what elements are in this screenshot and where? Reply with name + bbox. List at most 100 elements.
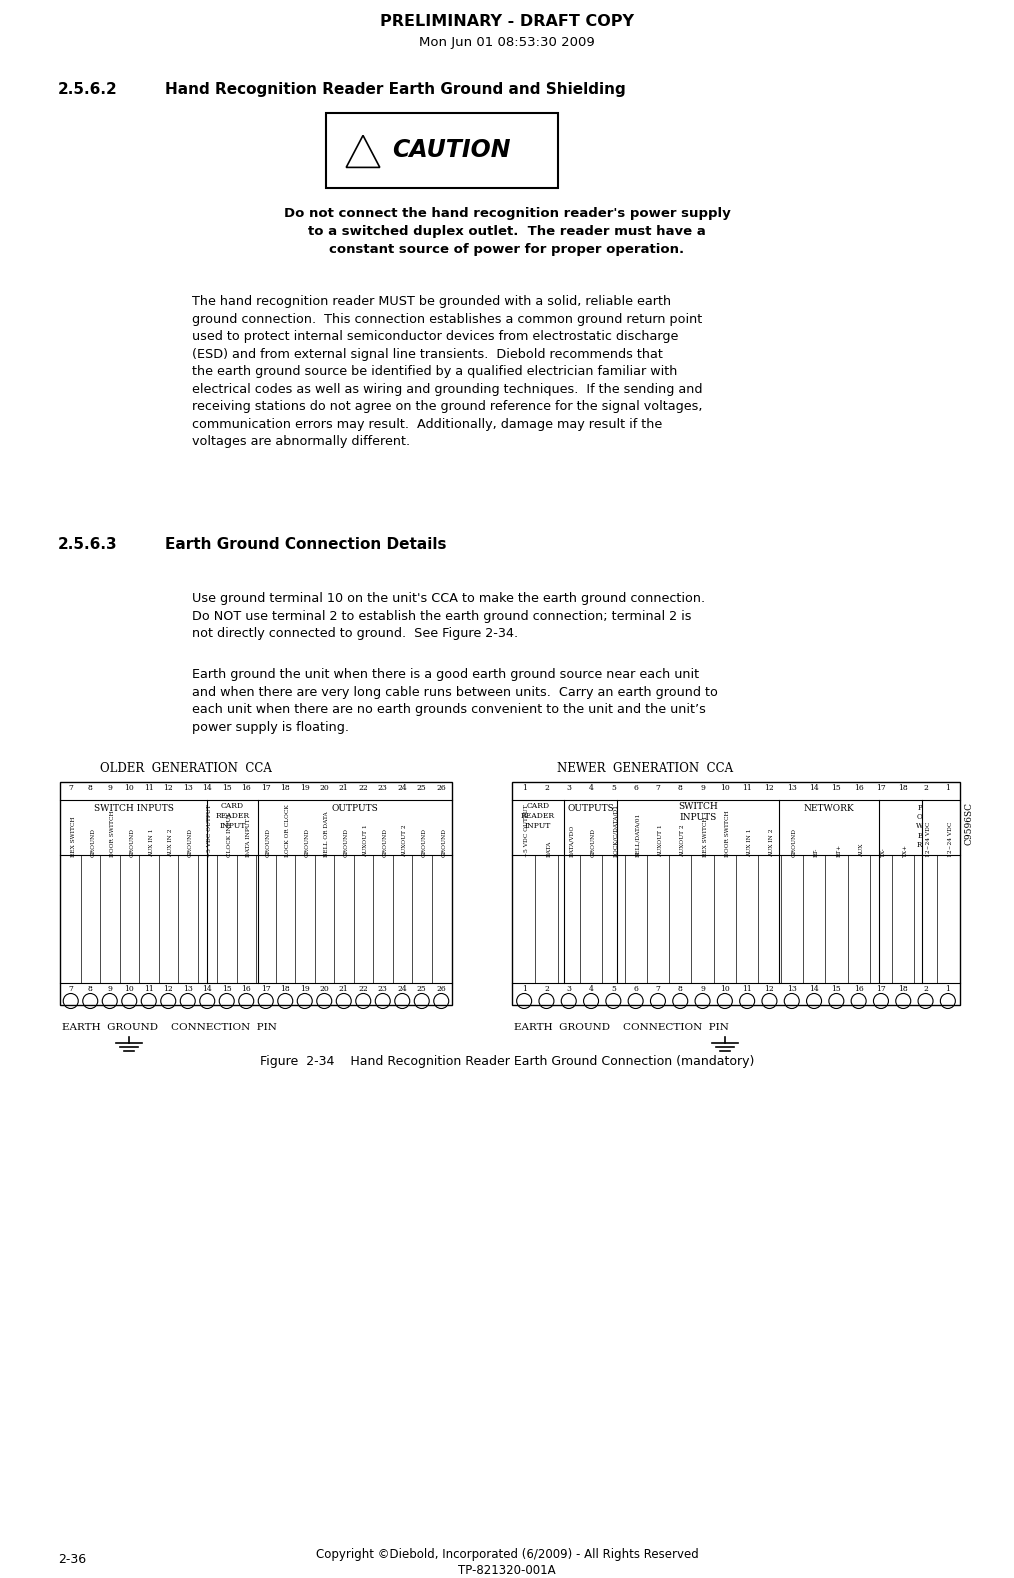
Text: 8: 8 [88, 985, 92, 993]
Text: TP-821320-001A: TP-821320-001A [458, 1564, 556, 1576]
Text: REX SWITCH: REX SWITCH [71, 816, 76, 857]
Text: 11: 11 [144, 985, 154, 993]
Text: OLDER  GENERATION  CCA: OLDER GENERATION CCA [100, 762, 272, 775]
Text: LOCK/C/DATA/D1: LOCK/C/DATA/D1 [613, 803, 619, 857]
Text: NETWORK: NETWORK [803, 805, 855, 813]
Text: 18: 18 [281, 784, 290, 792]
Text: 8: 8 [677, 784, 682, 792]
Text: OUTPUTS: OUTPUTS [567, 805, 613, 813]
Text: AUXOUT 2: AUXOUT 2 [403, 824, 408, 857]
Text: GROUND: GROUND [441, 828, 446, 857]
Text: 2-36: 2-36 [58, 1553, 86, 1565]
Text: 9: 9 [700, 784, 705, 792]
Text: 21: 21 [339, 985, 349, 993]
Text: RT+: RT+ [837, 844, 842, 857]
Text: 15: 15 [222, 985, 231, 993]
Text: DATA/VDO: DATA/VDO [569, 825, 574, 857]
Text: GROUND: GROUND [422, 828, 427, 857]
Text: 7: 7 [655, 784, 660, 792]
Text: EARTH  GROUND    CONNECTION  PIN: EARTH GROUND CONNECTION PIN [514, 1023, 729, 1032]
Text: CARD
READER
INPUT: CARD READER INPUT [521, 802, 555, 830]
Text: 9: 9 [107, 985, 113, 993]
Text: AUXOUT 1: AUXOUT 1 [363, 824, 368, 857]
Text: 12~24 VDC: 12~24 VDC [926, 822, 931, 857]
Text: 16: 16 [854, 784, 864, 792]
Text: 25: 25 [417, 784, 427, 792]
Text: 15: 15 [831, 985, 842, 993]
Text: DATA INPUT: DATA INPUT [246, 819, 251, 857]
Text: GROUND: GROUND [591, 828, 596, 857]
Text: CAUTION: CAUTION [392, 137, 510, 163]
Text: GROUND: GROUND [305, 828, 309, 857]
Text: AUX IN 2: AUX IN 2 [770, 828, 775, 857]
Text: DOOR SWITCH: DOOR SWITCH [725, 811, 730, 857]
Text: 13: 13 [787, 985, 797, 993]
Text: 5: 5 [610, 784, 615, 792]
Text: 1: 1 [522, 985, 526, 993]
Text: BELL/DATA/01: BELL/DATA/01 [636, 813, 641, 857]
Text: 15: 15 [831, 784, 842, 792]
Text: CLOCK INPUT: CLOCK INPUT [227, 813, 232, 857]
Bar [60, 783, 452, 1005]
Text: +5 VDC OUTPUT: +5 VDC OUTPUT [207, 805, 212, 857]
Polygon shape [346, 136, 380, 167]
Text: 13: 13 [787, 784, 797, 792]
Text: 20: 20 [319, 784, 330, 792]
Text: DOOR SWITCH: DOOR SWITCH [110, 811, 115, 857]
Text: AUXOUT 1: AUXOUT 1 [658, 824, 663, 857]
Text: 7: 7 [68, 784, 73, 792]
Text: GROUND: GROUND [90, 828, 95, 857]
Text: GROUND: GROUND [344, 828, 349, 857]
Text: The hand recognition reader MUST be grounded with a solid, reliable earth
ground: The hand recognition reader MUST be grou… [192, 295, 703, 448]
Text: 5: 5 [610, 985, 615, 993]
Text: 9: 9 [700, 985, 705, 993]
Text: 15: 15 [222, 784, 231, 792]
Text: 11: 11 [742, 784, 752, 792]
Text: 10: 10 [125, 985, 134, 993]
Text: AUX IN 2: AUX IN 2 [168, 828, 173, 857]
Text: 12~24 VDC: 12~24 VDC [948, 822, 953, 857]
Text: 10: 10 [720, 985, 730, 993]
Text: 25: 25 [417, 985, 427, 993]
Text: 24: 24 [397, 784, 408, 792]
Text: 24: 24 [397, 985, 408, 993]
Text: Copyright ©Diebold, Incorporated (6/2009) - All Rights Reserved: Copyright ©Diebold, Incorporated (6/2009… [315, 1548, 699, 1561]
Text: 19: 19 [300, 784, 309, 792]
Text: DATA: DATA [547, 841, 552, 857]
Text: 11: 11 [144, 784, 154, 792]
Text: GROUND: GROUND [382, 828, 387, 857]
Text: GROUND: GROUND [266, 828, 271, 857]
Text: 1: 1 [945, 784, 950, 792]
Text: Do not connect the hand recognition reader's power supply
to a switched duplex o: Do not connect the hand recognition read… [284, 207, 730, 256]
Text: 16: 16 [241, 985, 251, 993]
Text: 8: 8 [88, 784, 92, 792]
Text: 14: 14 [809, 985, 819, 993]
Text: BELL OR DATA: BELL OR DATA [324, 811, 330, 857]
Text: Use ground terminal 10 on the unit's CCA to make the earth ground connection.
Do: Use ground terminal 10 on the unit's CCA… [192, 592, 705, 641]
Text: !: ! [361, 156, 365, 167]
Text: 14: 14 [203, 985, 212, 993]
Text: 17: 17 [876, 985, 886, 993]
Text: EARTH  GROUND    CONNECTION  PIN: EARTH GROUND CONNECTION PIN [62, 1023, 277, 1032]
Text: 23: 23 [378, 784, 387, 792]
Text: 2: 2 [923, 985, 928, 993]
Text: GROUND: GROUND [188, 828, 193, 857]
Text: 2.5.6.3: 2.5.6.3 [58, 537, 118, 552]
Bar [512, 783, 960, 1005]
Text: OUTPUTS: OUTPUTS [332, 805, 378, 813]
Text: 9: 9 [107, 784, 113, 792]
Text: GROUND: GROUND [792, 828, 797, 857]
Text: Mon Jun 01 08:53:30 2009: Mon Jun 01 08:53:30 2009 [419, 36, 595, 49]
Text: AUX IN 1: AUX IN 1 [149, 828, 154, 857]
Text: CARD
READER
INPUT: CARD READER INPUT [215, 802, 249, 830]
Text: 22: 22 [358, 985, 368, 993]
Text: 16: 16 [241, 784, 251, 792]
Text: 17: 17 [876, 784, 886, 792]
Text: 17: 17 [261, 985, 271, 993]
Text: 14: 14 [809, 784, 819, 792]
Text: LOCK OR CLOCK: LOCK OR CLOCK [285, 805, 290, 857]
Text: 2: 2 [545, 985, 549, 993]
Text: 16: 16 [854, 985, 864, 993]
Text: 6: 6 [633, 985, 638, 993]
Text: 13: 13 [183, 784, 193, 792]
